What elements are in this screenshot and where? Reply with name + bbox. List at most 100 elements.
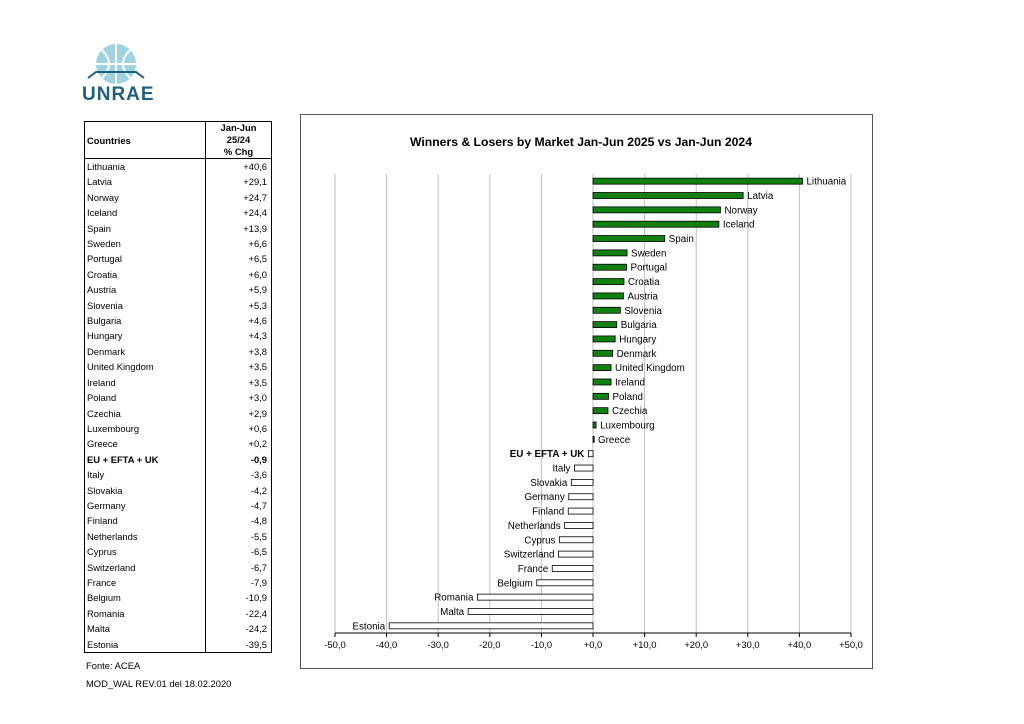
country-cell: Malta — [84, 621, 206, 637]
bar-label: Hungary — [619, 334, 656, 345]
bar — [568, 493, 594, 501]
country-cell: Luxembourg — [84, 420, 206, 437]
x-tick-label: +50,0 — [839, 639, 863, 650]
x-tick-label: +10,0 — [633, 639, 657, 650]
change-cell: -10,9 — [205, 590, 272, 606]
bar — [558, 550, 594, 558]
country-cell: Germany — [84, 497, 206, 514]
country-cell: Belgium — [84, 590, 206, 606]
table-row: Germany -4,7 — [84, 497, 272, 514]
x-tick-label: +0,0 — [584, 639, 603, 650]
country-cell: Greece — [84, 436, 206, 452]
bar — [592, 177, 803, 185]
country-cell: France — [84, 574, 206, 591]
change-cell: +2,9 — [205, 405, 272, 421]
bar — [592, 407, 609, 415]
table-row: Greece +0,2 — [84, 436, 272, 452]
country-cell: Estonia — [84, 636, 206, 653]
bar — [592, 335, 616, 343]
change-cell: +4,3 — [205, 328, 272, 344]
country-cell: Ireland — [84, 374, 206, 391]
table-row: Romania -22,4 — [84, 605, 272, 622]
country-cell: Slovakia — [84, 482, 206, 498]
bar-label: Greece — [598, 435, 631, 446]
x-tick-label: +30,0 — [736, 639, 760, 650]
table-row: Poland +3,0 — [84, 390, 272, 406]
change-cell: +5,9 — [205, 282, 272, 298]
bar — [592, 249, 628, 257]
table-row: Czechia +2,9 — [84, 405, 272, 421]
bar-label: Finland — [532, 507, 564, 518]
table-row: Belgium -10,9 — [84, 590, 272, 606]
change-cell: -3,6 — [205, 467, 272, 483]
table-row: Italy -3,6 — [84, 467, 272, 483]
country-cell: Poland — [84, 390, 206, 406]
bar — [592, 435, 595, 443]
table-row: Spain +13,9 — [84, 220, 272, 237]
bar-label: Latvia — [747, 191, 774, 202]
bar-label: Malta — [440, 607, 465, 618]
x-tick-label: -30,0 — [428, 639, 449, 650]
bar — [592, 220, 720, 228]
table-body: Lithuania +40,6 Latvia +29,1 Norway +24,7 Icel… — [84, 158, 272, 653]
bar-label: Croatia — [628, 277, 660, 288]
bar — [592, 235, 666, 242]
bar — [559, 536, 594, 544]
bar — [592, 378, 612, 386]
bar-label: Czechia — [612, 406, 648, 417]
bar — [592, 292, 624, 300]
change-cell: +0,6 — [205, 420, 272, 437]
bar-label: Luxembourg — [600, 421, 654, 432]
bar-label: Slovakia — [530, 478, 568, 489]
bar-label: Germany — [524, 492, 564, 503]
country-cell: Czechia — [84, 405, 206, 421]
change-cell: +3,0 — [205, 390, 272, 406]
x-tick-label: +20,0 — [684, 639, 708, 650]
unrae-logo — [87, 44, 145, 84]
country-cell: Iceland — [84, 205, 206, 221]
country-cell: Slovenia — [84, 297, 206, 314]
bar — [467, 608, 594, 615]
bar-label: EU + EFTA + UK — [510, 449, 585, 460]
chart-title: Winners & Losers by Market Jan-Jun 2025 … — [410, 135, 752, 149]
bar — [592, 192, 744, 199]
country-cell: Finland — [84, 513, 206, 529]
bar — [592, 278, 625, 285]
table-row: Ireland +3,5 — [84, 374, 272, 391]
bar — [587, 450, 594, 458]
x-tick-label: -10,0 — [531, 639, 552, 650]
bar-label: Slovenia — [624, 306, 662, 317]
country-cell: Portugal — [84, 251, 206, 267]
change-cell: +4,6 — [205, 313, 272, 329]
table-row: France -7,9 — [84, 574, 272, 591]
table-row: Croatia +6,0 — [84, 266, 272, 283]
bar — [574, 464, 594, 472]
country-cell: Norway — [84, 189, 206, 206]
change-cell: +3,5 — [205, 374, 272, 391]
bar-label: Belgium — [497, 578, 532, 589]
country-cell: EU + EFTA + UK — [84, 451, 206, 468]
table-row: Austria +5,9 — [84, 282, 272, 298]
change-cell: +5,3 — [205, 297, 272, 314]
change-cell: -22,4 — [205, 605, 272, 622]
table-row: Hungary +4,3 — [84, 328, 272, 344]
change-cell: +29,1 — [205, 174, 272, 190]
country-cell: Netherlands — [84, 528, 206, 545]
table-row: Netherlands -5,5 — [84, 528, 272, 545]
bar — [570, 478, 594, 486]
bar-chart: -50,0 -40,0 -30,0 -20,0 -10,0 +0,0 +10,0 +20,0 +… — [324, 174, 863, 650]
bar — [592, 364, 612, 372]
table-row: Denmark +3,8 — [84, 343, 272, 360]
change-cell: +24,7 — [205, 189, 272, 206]
country-cell: Hungary — [84, 328, 206, 344]
table-row: United Kingdom +3,5 — [84, 359, 272, 375]
bar-label: Norway — [724, 205, 757, 216]
bar-label: Poland — [612, 392, 643, 403]
table-row: Lithuania +40,6 — [84, 158, 272, 175]
bar — [592, 263, 627, 271]
change-cell: -6,7 — [205, 559, 272, 575]
bar-label: Romania — [434, 593, 474, 604]
logo-text: UNRAE — [82, 84, 155, 105]
table-row: Switzerland -6,7 — [84, 559, 272, 575]
country-cell: United Kingdom — [84, 359, 206, 375]
